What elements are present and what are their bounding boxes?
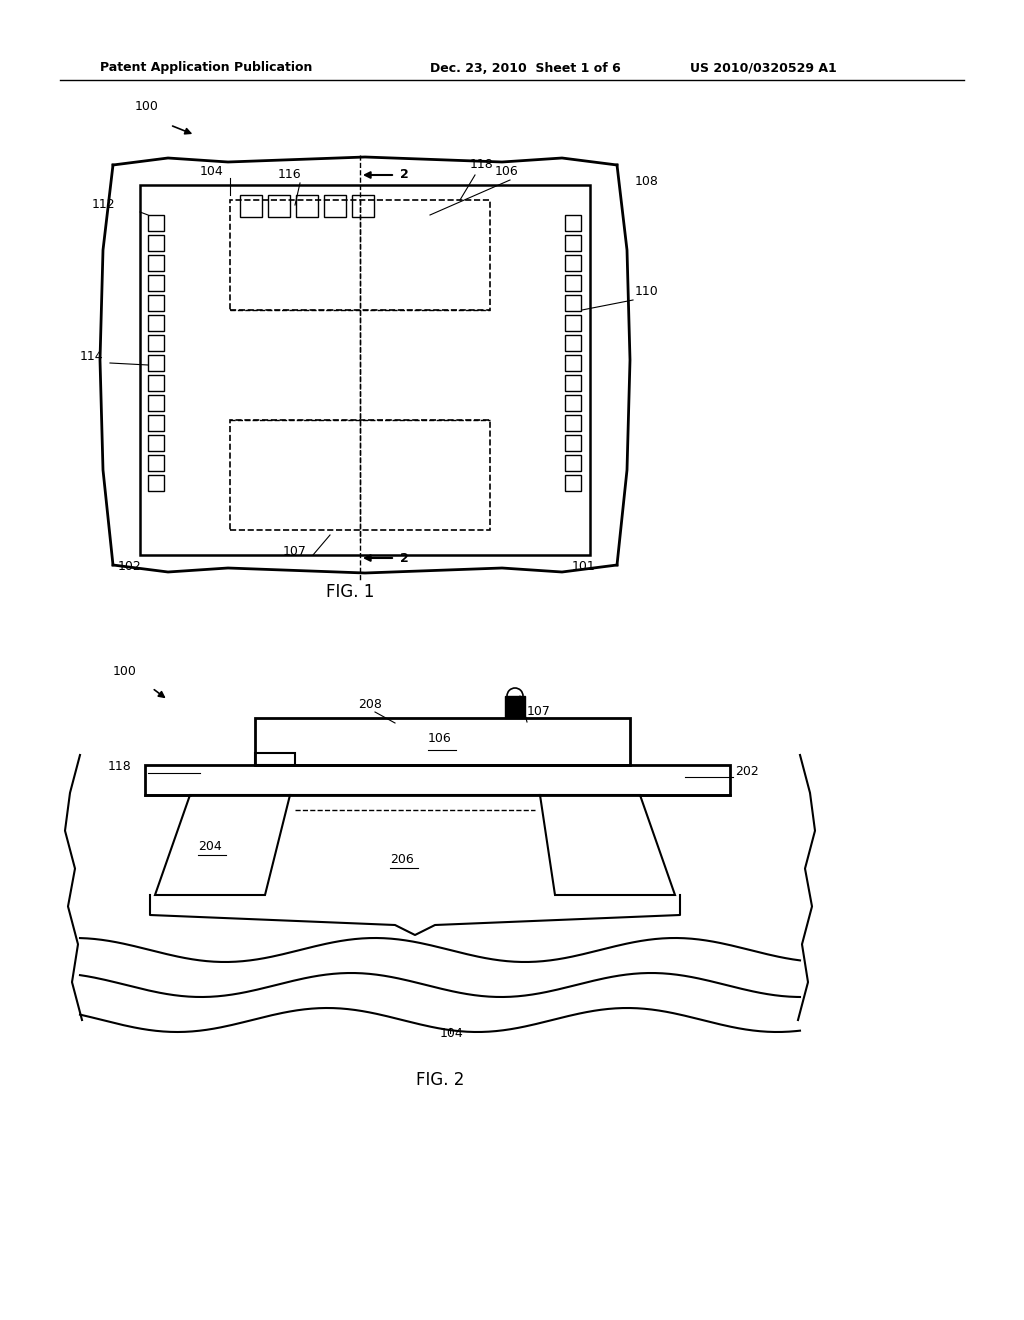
Bar <box>324 195 346 216</box>
Text: 108: 108 <box>635 176 658 187</box>
Bar <box>148 395 164 411</box>
Bar <box>255 718 630 766</box>
Bar <box>268 195 290 216</box>
Bar <box>148 275 164 290</box>
Bar <box>148 414 164 432</box>
Text: FIG. 2: FIG. 2 <box>416 1071 464 1089</box>
Text: 107: 107 <box>527 705 551 718</box>
Bar <box>140 185 590 554</box>
Bar <box>296 195 318 216</box>
Bar <box>565 275 581 290</box>
Text: 104: 104 <box>200 165 224 178</box>
Bar <box>565 235 581 251</box>
Bar <box>148 255 164 271</box>
Text: Dec. 23, 2010  Sheet 1 of 6: Dec. 23, 2010 Sheet 1 of 6 <box>430 62 621 74</box>
Text: 202: 202 <box>735 766 759 777</box>
Text: 116: 116 <box>278 168 302 181</box>
Bar <box>230 201 490 310</box>
Bar <box>148 375 164 391</box>
Text: 100: 100 <box>135 100 159 114</box>
Text: 2: 2 <box>400 169 409 181</box>
Text: 100: 100 <box>113 665 137 678</box>
Bar <box>148 235 164 251</box>
Text: 112: 112 <box>92 198 116 211</box>
Text: 102: 102 <box>118 560 141 573</box>
Bar <box>565 414 581 432</box>
Bar <box>565 455 581 471</box>
Text: Patent Application Publication: Patent Application Publication <box>100 62 312 74</box>
Bar <box>240 195 262 216</box>
Bar <box>148 335 164 351</box>
Bar <box>148 215 164 231</box>
Text: 206: 206 <box>390 853 414 866</box>
Text: 104: 104 <box>440 1027 464 1040</box>
Bar <box>352 195 374 216</box>
Bar <box>565 475 581 491</box>
Bar <box>565 355 581 371</box>
Text: 208: 208 <box>358 698 382 711</box>
Text: 110: 110 <box>635 285 658 298</box>
Bar <box>565 255 581 271</box>
Bar <box>565 436 581 451</box>
Bar <box>148 355 164 371</box>
Text: FIG. 1: FIG. 1 <box>326 583 374 601</box>
Bar <box>230 420 490 531</box>
Bar <box>148 436 164 451</box>
Bar <box>565 215 581 231</box>
Bar <box>255 752 295 766</box>
Bar <box>148 455 164 471</box>
Text: 118: 118 <box>470 158 494 172</box>
Text: 107: 107 <box>283 545 307 558</box>
Bar <box>145 766 730 795</box>
Text: 118: 118 <box>108 760 132 774</box>
Bar <box>565 335 581 351</box>
Bar <box>148 315 164 331</box>
Bar <box>148 294 164 312</box>
Bar <box>565 294 581 312</box>
Text: 101: 101 <box>572 560 596 573</box>
Text: 106: 106 <box>495 165 519 178</box>
Bar <box>565 375 581 391</box>
Bar <box>505 696 525 718</box>
Text: US 2010/0320529 A1: US 2010/0320529 A1 <box>690 62 837 74</box>
Bar <box>565 315 581 331</box>
Text: 106: 106 <box>427 731 452 744</box>
Bar <box>565 395 581 411</box>
Text: 114: 114 <box>80 350 103 363</box>
Bar <box>148 475 164 491</box>
Text: 2: 2 <box>400 552 409 565</box>
Text: 204: 204 <box>198 840 222 853</box>
